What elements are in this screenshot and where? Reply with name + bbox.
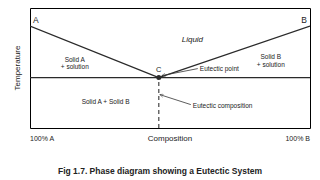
annotation: 100% B: [285, 135, 310, 142]
title: Fig 1.7. Phase diagram showing a Eutecti…: [58, 166, 263, 176]
plot-area: [30, 26, 310, 128]
annotation: Solid B+ solution: [257, 53, 285, 67]
line: [30, 26, 159, 78]
frame-right: [310, 9, 311, 129]
annotation-arrow: [160, 95, 191, 105]
annotations: Liquid Solid A+ solution Solid B+ solution…: [30, 15, 310, 142]
chart: Liquid Solid A+ solution Solid B+ solution…: [0, 0, 320, 180]
line: [30, 77, 310, 78]
line: [158, 78, 159, 128]
annotation: Eutectic composition: [193, 102, 253, 110]
x-axis: [31, 128, 311, 129]
annotation-arrow: [162, 69, 198, 76]
y-axis-title: Temperature: [13, 45, 22, 90]
annotation: Solid A+ solution: [61, 56, 89, 70]
annotation: Solid A + Solid B: [82, 98, 130, 105]
line: [159, 26, 310, 78]
axis-line: [31, 8, 311, 9]
annotation: Eutectic point: [200, 65, 239, 73]
axis-line: [310, 9, 311, 129]
annotation: C: [156, 65, 162, 74]
plot: Liquid Solid A+ solution Solid B+ solution…: [13, 9, 311, 144]
annotation: B: [301, 15, 307, 25]
frame-top: [31, 8, 311, 9]
x-axis-title: Composition: [148, 134, 192, 143]
axis-line: [31, 128, 311, 129]
annotation: Liquid: [182, 35, 204, 44]
annotation: A: [33, 15, 39, 25]
annotation: 100% A: [30, 135, 54, 142]
marker: [156, 75, 161, 80]
